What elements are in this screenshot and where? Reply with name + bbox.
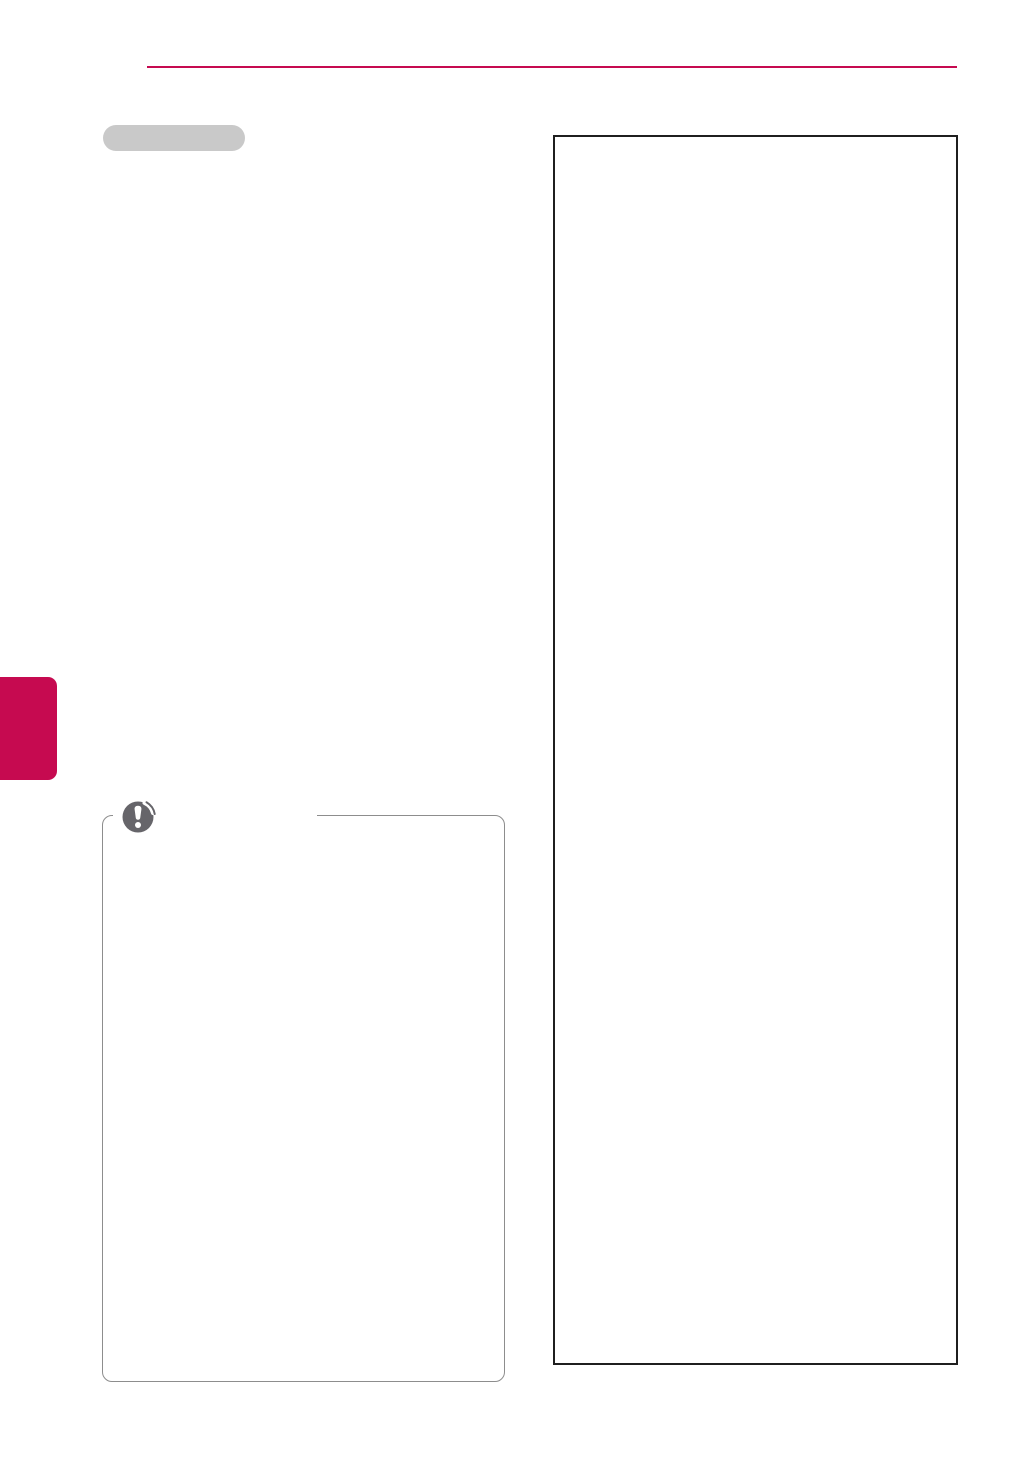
section-title-pill bbox=[103, 125, 245, 151]
header-rule bbox=[147, 66, 957, 68]
illustration-frame bbox=[553, 135, 958, 1365]
chapter-tab bbox=[0, 677, 57, 780]
note-title bbox=[162, 806, 312, 826]
exclamation-icon bbox=[120, 799, 156, 835]
note-border-gap bbox=[113, 812, 317, 819]
note-box bbox=[102, 815, 505, 1382]
